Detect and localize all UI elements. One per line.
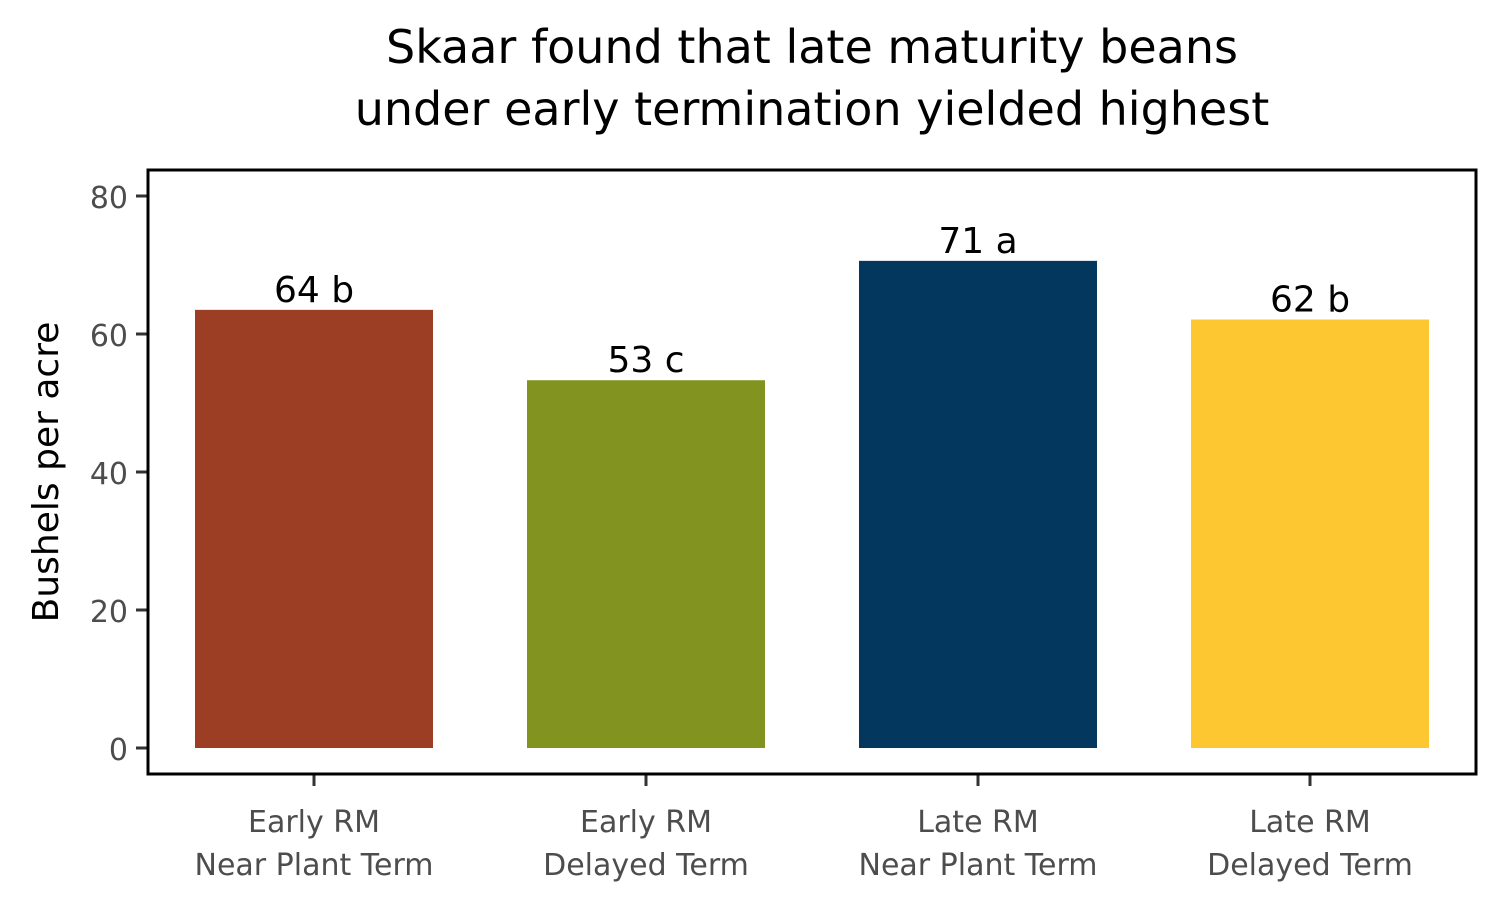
chart-title-line-2: under early termination yielded highest xyxy=(354,82,1270,136)
bar xyxy=(859,260,1097,748)
bar xyxy=(1191,319,1429,748)
data-label: 53 c xyxy=(607,340,684,381)
y-axis-title: Bushels per acre xyxy=(26,322,67,623)
bar xyxy=(195,309,433,748)
y-tick-label: 80 xyxy=(90,181,128,216)
x-tick-label: Late RM xyxy=(1249,805,1371,840)
x-tick-label: Delayed Term xyxy=(543,848,749,883)
y-tick-label: 40 xyxy=(90,457,128,492)
bars-layer xyxy=(195,260,1429,748)
x-tick-label: Early RM xyxy=(580,805,712,840)
x-tick-label: Late RM xyxy=(917,805,1039,840)
x-tick-label: Near Plant Term xyxy=(195,848,434,883)
data-label: 64 b xyxy=(274,270,354,311)
x-tick-label: Early RM xyxy=(248,805,380,840)
panel-border xyxy=(146,168,1478,776)
chart-title-line-1: Skaar found that late maturity beans xyxy=(386,20,1238,74)
y-tick-label: 20 xyxy=(90,595,128,630)
x-tick-label: Delayed Term xyxy=(1207,848,1413,883)
bar xyxy=(527,380,765,748)
data-label: 71 a xyxy=(938,221,1017,262)
y-tick-label: 60 xyxy=(90,319,128,354)
data-labels-layer: 64 b 53 c 71 a 62 b xyxy=(274,221,1350,381)
x-axis: Early RM Near Plant Term Early RM Delayed T… xyxy=(195,774,1413,883)
data-label: 62 b xyxy=(1270,280,1350,321)
y-axis: 0 20 40 60 80 xyxy=(90,181,148,768)
x-tick-label: Near Plant Term xyxy=(859,848,1098,883)
y-axis-title-group: Bushels per acre xyxy=(26,322,67,623)
y-tick-label: 0 xyxy=(109,733,128,768)
